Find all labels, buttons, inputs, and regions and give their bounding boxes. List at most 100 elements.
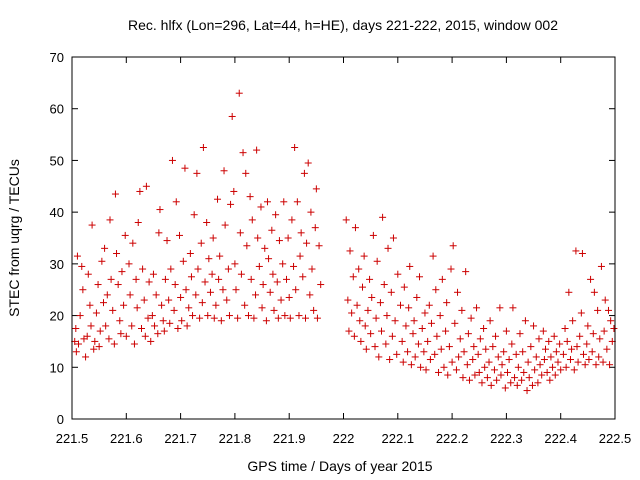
data-point xyxy=(274,314,282,322)
data-point xyxy=(225,312,233,320)
data-point xyxy=(181,164,189,172)
data-point xyxy=(418,325,426,332)
data-point xyxy=(217,317,225,325)
x-tick-label: 221.9 xyxy=(273,431,306,446)
data-point xyxy=(288,216,296,224)
data-points xyxy=(71,89,618,395)
data-point xyxy=(236,229,244,237)
data-point xyxy=(422,366,430,374)
data-point xyxy=(489,343,497,351)
data-point xyxy=(277,296,285,304)
data-point xyxy=(75,340,83,348)
data-point xyxy=(183,322,191,330)
data-point xyxy=(501,384,509,392)
data-point xyxy=(473,304,481,312)
data-point xyxy=(599,358,607,366)
data-point xyxy=(243,242,251,250)
data-point xyxy=(295,312,303,320)
data-point xyxy=(464,330,472,338)
data-point xyxy=(487,381,495,389)
data-point xyxy=(88,221,96,229)
data-point xyxy=(364,306,372,314)
data-point xyxy=(270,306,278,314)
data-point xyxy=(196,314,204,322)
data-point xyxy=(148,312,156,320)
data-point xyxy=(388,332,396,340)
data-point xyxy=(581,361,589,369)
data-point xyxy=(130,340,138,348)
data-point xyxy=(528,381,536,389)
data-point xyxy=(99,299,107,307)
data-point xyxy=(444,371,452,379)
data-point xyxy=(268,226,276,234)
data-point xyxy=(546,376,554,384)
data-point xyxy=(584,322,592,330)
data-point xyxy=(566,356,574,364)
data-point xyxy=(413,293,421,301)
data-point xyxy=(315,242,323,250)
data-point xyxy=(607,317,615,325)
data-point xyxy=(208,270,216,278)
data-point xyxy=(109,306,117,314)
data-point xyxy=(470,343,478,351)
data-point xyxy=(541,345,549,353)
data-point xyxy=(547,353,555,361)
data-point xyxy=(126,291,134,299)
data-point xyxy=(355,265,363,273)
data-point xyxy=(171,281,179,289)
data-point xyxy=(387,288,395,296)
data-point xyxy=(604,306,612,314)
y-tick-label: 40 xyxy=(50,205,64,220)
data-point xyxy=(144,314,152,322)
data-point xyxy=(73,252,81,260)
data-point xyxy=(155,229,163,237)
data-point xyxy=(535,335,543,343)
data-point xyxy=(158,301,166,309)
x-tick-label: 221.7 xyxy=(164,431,197,446)
data-point xyxy=(193,169,201,177)
y-tick-label: 50 xyxy=(50,153,64,168)
data-point xyxy=(170,306,178,314)
data-point xyxy=(357,337,365,345)
data-point xyxy=(455,353,463,361)
y-tick-label: 10 xyxy=(50,360,64,375)
plot-frame xyxy=(71,56,616,420)
data-point xyxy=(261,244,269,252)
data-point xyxy=(543,368,551,376)
data-point xyxy=(448,358,456,366)
data-point xyxy=(580,350,588,358)
data-point xyxy=(187,273,195,281)
data-point xyxy=(346,247,354,255)
data-point xyxy=(505,356,513,364)
y-tick-label: 0 xyxy=(57,412,64,427)
data-point xyxy=(269,270,277,278)
data-point xyxy=(521,317,529,325)
data-point xyxy=(449,242,457,250)
data-point xyxy=(306,291,314,299)
x-tick-label: 222 xyxy=(333,431,355,446)
data-point xyxy=(590,288,598,296)
data-point xyxy=(433,332,441,340)
data-point xyxy=(407,361,415,369)
data-point xyxy=(110,340,118,348)
data-point xyxy=(209,234,217,242)
data-point xyxy=(410,317,418,325)
data-point xyxy=(92,309,100,317)
data-point xyxy=(534,379,542,387)
data-point xyxy=(452,366,460,374)
data-point xyxy=(389,234,397,242)
data-point xyxy=(227,200,235,208)
data-point xyxy=(476,335,484,343)
data-point xyxy=(463,361,471,369)
data-point xyxy=(371,343,379,351)
data-point xyxy=(140,296,148,304)
data-point xyxy=(597,262,605,270)
data-point xyxy=(285,293,293,301)
data-point xyxy=(342,216,350,224)
data-point xyxy=(592,361,600,369)
data-point xyxy=(393,350,401,358)
data-point xyxy=(478,379,486,387)
data-point xyxy=(600,327,608,335)
data-point xyxy=(194,265,202,273)
x-axis-label: GPS time / Days of year 2015 xyxy=(247,458,432,474)
